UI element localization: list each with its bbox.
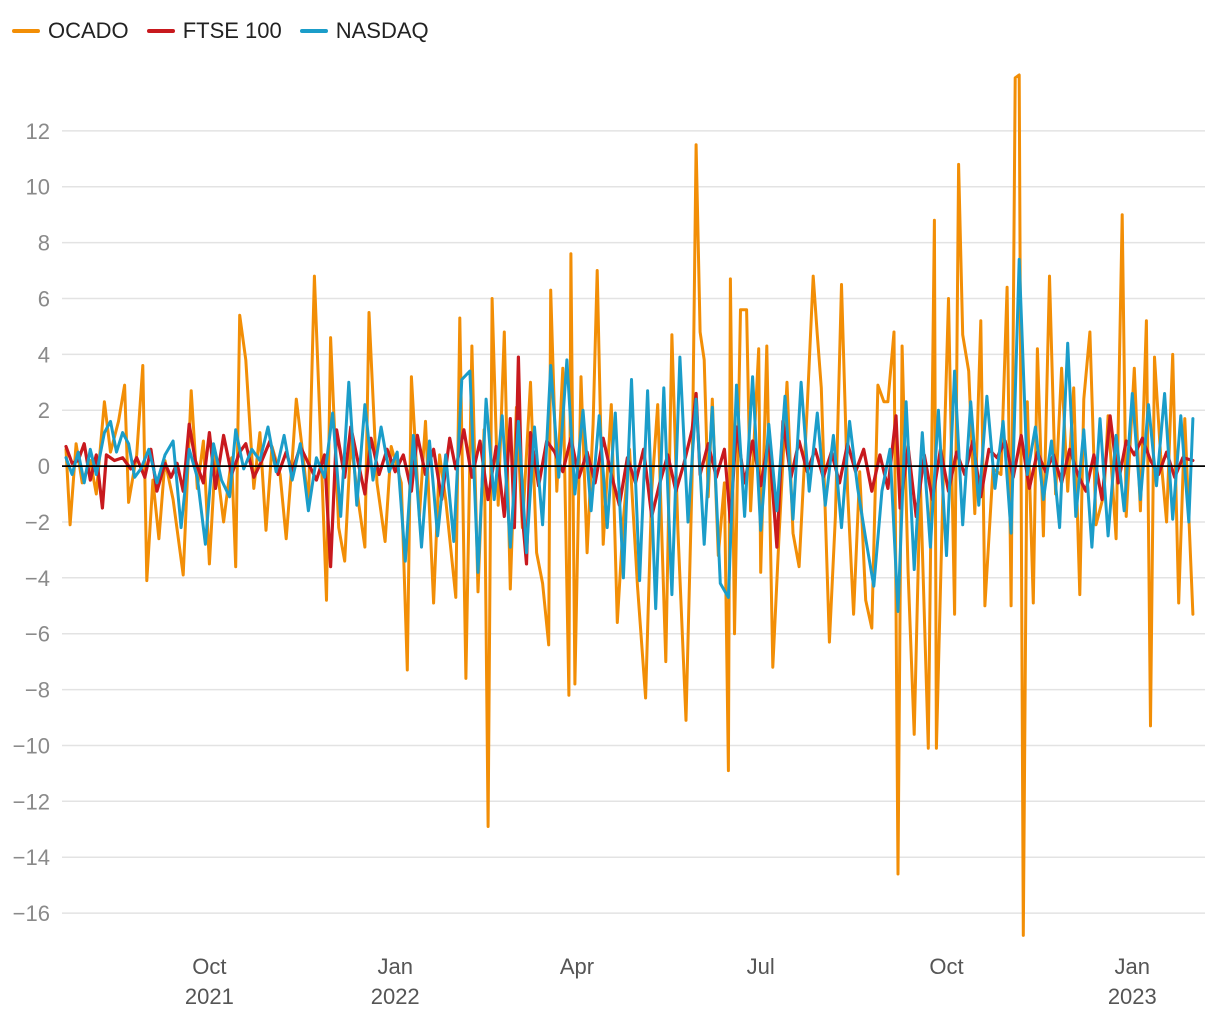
y-tick-label: 8 <box>38 231 50 256</box>
x-tick-label: Jan <box>1115 954 1150 979</box>
y-tick-label: 2 <box>38 398 50 423</box>
x-tick-label: Jan <box>377 954 412 979</box>
y-tick-label: 6 <box>38 287 50 312</box>
legend-item-ocado: OCADO <box>12 18 129 44</box>
legend-label-ocado: OCADO <box>48 18 129 43</box>
y-tick-label: −4 <box>25 566 50 591</box>
series-layer <box>64 73 1195 937</box>
legend-label-ftse: FTSE 100 <box>182 18 282 43</box>
x-tick-label: Oct <box>929 954 963 979</box>
y-tick-label: 4 <box>38 342 50 367</box>
y-tick-label: −16 <box>13 901 50 926</box>
legend-swatch-ocado <box>12 29 40 33</box>
legend-swatch-ftse <box>146 29 175 33</box>
legend: OCADO FTSE 100 NASDAQ <box>12 18 447 44</box>
y-tick-label: −8 <box>25 678 50 703</box>
x-tick-year-label: 2022 <box>371 984 420 1009</box>
x-tick-label: Oct <box>192 954 226 979</box>
x-tick-year-label: 2023 <box>1108 984 1157 1009</box>
legend-item-ftse: FTSE 100 <box>146 18 282 44</box>
y-tick-label: −14 <box>13 845 50 870</box>
y-tick-label: −12 <box>13 789 50 814</box>
y-tick-label: 0 <box>38 454 50 479</box>
legend-label-nasdaq: NASDAQ <box>335 18 429 43</box>
y-tick-label: −10 <box>13 734 50 759</box>
y-tick-label: 10 <box>26 175 50 200</box>
x-tick-year-label: 2021 <box>185 984 234 1009</box>
y-tick-label: −6 <box>25 622 50 647</box>
x-axis-ticks: Oct 2021 Jan 2022 Apr Jul Oct Jan 2023 <box>185 954 1157 1009</box>
legend-swatch-nasdaq <box>299 29 328 33</box>
x-tick-label: Apr <box>560 954 594 979</box>
y-tick-label: −2 <box>25 510 50 535</box>
legend-item-nasdaq: NASDAQ <box>299 18 429 44</box>
series-line-ocado <box>64 73 1195 937</box>
series-line-nasdaq <box>64 257 1195 613</box>
x-tick-label: Jul <box>747 954 775 979</box>
y-tick-label: 12 <box>26 119 50 144</box>
y-axis-ticks: 12 10 8 6 4 2 0 −2 −4 −6 −8 −10 −12 −14 −16 <box>13 119 50 926</box>
